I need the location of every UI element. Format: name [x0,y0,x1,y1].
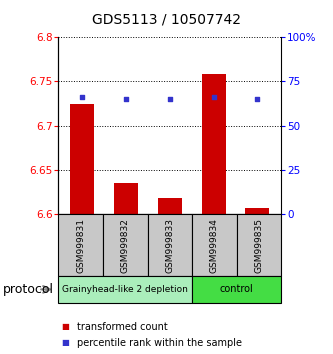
Text: protocol: protocol [3,283,54,296]
Bar [158,198,182,214]
Point [124,96,129,102]
Text: GSM999833: GSM999833 [165,218,174,273]
Text: GSM999831: GSM999831 [76,218,85,273]
Text: control: control [220,284,254,295]
Text: GSM999835: GSM999835 [254,218,264,273]
Point [211,95,216,100]
Text: Grainyhead-like 2 depletion: Grainyhead-like 2 depletion [62,285,188,294]
Text: GSM999834: GSM999834 [210,218,219,273]
Point [255,96,260,102]
Text: GSM999832: GSM999832 [121,218,130,273]
Text: ■: ■ [62,338,70,347]
Bar [114,183,138,214]
Point [167,96,172,102]
Bar [245,208,269,214]
Bar [70,104,94,214]
Bar [201,74,226,214]
Text: percentile rank within the sample: percentile rank within the sample [77,338,241,348]
Point [80,95,85,100]
Text: ■: ■ [62,322,70,331]
Text: GDS5113 / 10507742: GDS5113 / 10507742 [92,12,241,27]
Text: transformed count: transformed count [77,322,167,332]
